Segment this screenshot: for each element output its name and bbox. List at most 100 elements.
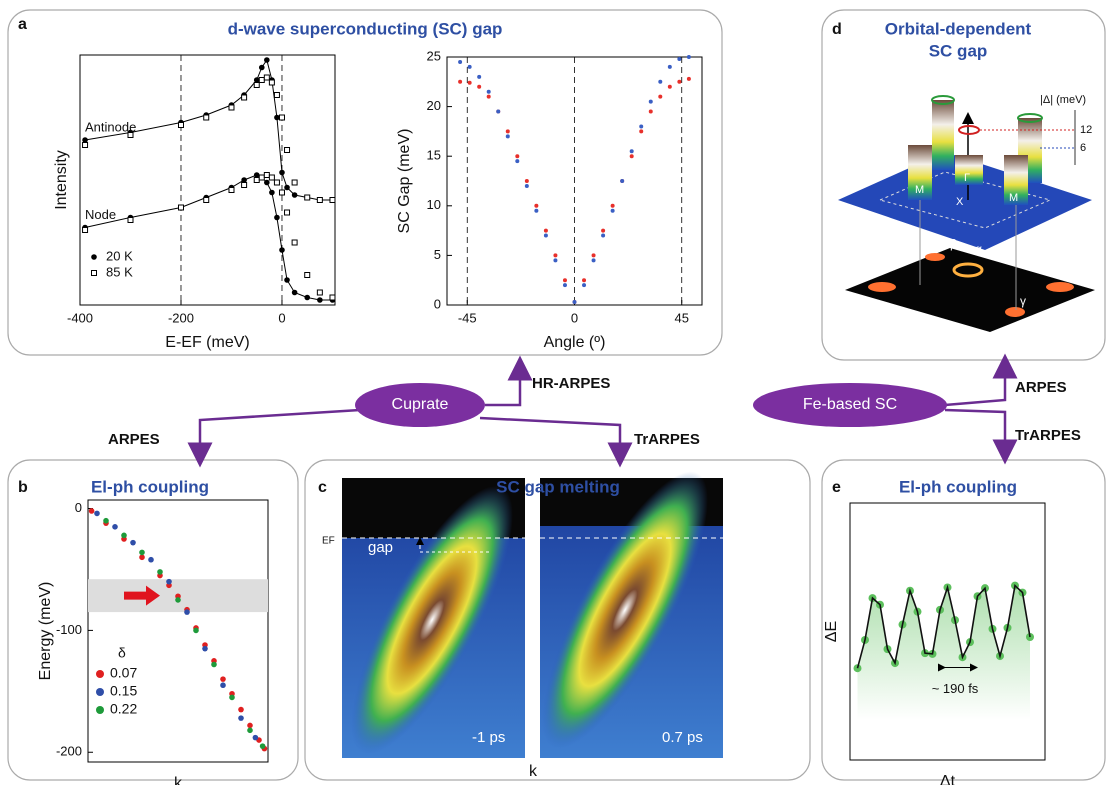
y-tick-label: 0 [434,296,441,311]
data-point [458,60,462,64]
data-point [468,81,472,85]
data-point [193,628,199,634]
data-point [611,209,615,213]
x-tick-label: 45 [675,310,689,325]
data-point [220,682,226,688]
x-axis-label: k [529,763,538,780]
panel-label: b [18,479,28,496]
gap-cylinder [932,100,954,170]
data-point [525,179,529,183]
legend-marker [96,706,104,714]
data-point [611,204,615,208]
data-point [496,110,500,114]
data-point [592,253,596,257]
data-point [330,295,335,300]
data-point [211,662,217,668]
data-point [279,115,284,120]
data-point [229,695,235,701]
data-point [254,83,259,88]
data-point [259,78,264,83]
data-point [148,557,154,563]
data-point [292,180,297,185]
axis-tick: 12 [1080,124,1092,136]
legend-label: 20 K [106,248,133,263]
data-point [592,258,596,262]
panel-label: e [832,479,841,496]
x-tick-label: -45 [458,310,477,325]
data-point [544,234,548,238]
data-point [238,715,244,721]
y-tick-label: 25 [427,48,441,63]
data-point [515,154,519,158]
data-point [89,508,95,514]
fermi-label: EF [322,536,335,547]
data-point [103,518,109,524]
x-tick-label: 0 [278,310,285,325]
panel-title: El-ph coupling [91,477,209,496]
arrow [945,410,1005,452]
data-point [687,55,691,59]
data-point [175,597,181,603]
data-point [264,173,269,178]
data-point [563,278,567,282]
data-point [253,735,259,741]
panel-label: a [18,16,27,33]
y-tick-label: 10 [427,197,441,212]
y-tick-label: 15 [427,148,441,163]
x-tick-label: -200 [168,310,194,325]
data-point [305,195,310,200]
data-point [139,554,145,560]
band-label: α [975,242,982,256]
data-point [220,676,226,682]
point-label: Γ [885,220,891,232]
data-point [506,134,510,138]
data-point [573,300,577,304]
data-point [582,278,586,282]
legend-marker [91,254,97,260]
data-point [279,190,284,195]
data-point [285,210,290,215]
pocket [925,253,945,261]
pocket [1005,307,1025,317]
legend-label: 0.22 [110,701,137,717]
data-point [94,511,100,517]
legend-marker [96,688,104,696]
data-point [668,85,672,89]
data-point [468,65,472,69]
data-point [534,204,538,208]
panel-title: SC gap [929,41,988,60]
data-point [269,80,274,85]
data-point [677,57,681,61]
panel-title: Orbital-dependent [885,19,1032,38]
data-point [317,198,322,203]
legend-title: δ [118,645,126,661]
x-tick-label: -400 [67,310,93,325]
y-tick-label: 20 [427,98,441,113]
node-label: Cuprate [392,396,449,413]
data-point [204,115,209,120]
panel-label: d [832,21,842,38]
data-point [204,198,209,203]
data-point [330,198,335,203]
data-point [178,123,183,128]
data-point [601,234,605,238]
data-point [112,524,118,530]
data-point [259,175,264,180]
data-point [639,124,643,128]
y-axis-label: Intensity [53,150,70,210]
data-point [292,240,297,245]
x-axis-label: Angle (º) [544,334,606,351]
data-point [184,609,190,615]
data-point [178,205,183,210]
axis-label: |Δ| (meV) [1040,94,1086,106]
edge-label: TrARPES [634,431,700,448]
pocket [1046,282,1074,292]
x-tick-label: 0 [571,310,578,325]
edge-label: HR-ARPES [532,375,610,392]
x-axis-label: k [174,775,183,785]
data-point [274,93,279,98]
data-point [601,229,605,233]
data-point [630,154,634,158]
y-tick-label: -200 [56,744,82,759]
point-label: M [915,184,924,196]
